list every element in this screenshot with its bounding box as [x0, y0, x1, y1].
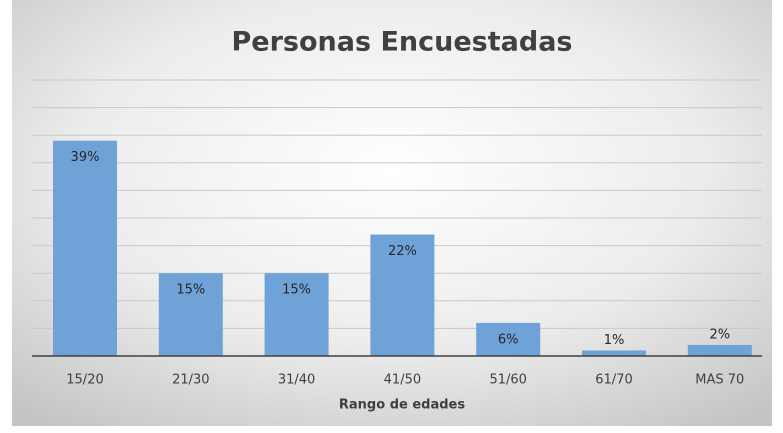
x-tick-label: 61/70 — [595, 373, 632, 388]
bar — [582, 350, 646, 356]
bar — [264, 273, 329, 356]
x-tick-label: 41/50 — [384, 373, 421, 388]
bar — [687, 344, 752, 356]
chart-title: Personas Encuestadas — [232, 27, 573, 58]
x-tick-label: 15/20 — [66, 373, 103, 388]
data-label: 15% — [176, 283, 205, 298]
bar — [476, 322, 541, 356]
x-tick-label: 51/60 — [489, 373, 526, 388]
x-tick-label: 31/40 — [278, 373, 315, 388]
data-label: 15% — [282, 283, 311, 298]
data-label: 1% — [604, 333, 625, 348]
data-label: 6% — [498, 332, 519, 347]
data-label: 2% — [709, 327, 730, 342]
chart-background — [12, 0, 772, 426]
x-tick-label: 21/30 — [172, 373, 209, 388]
x-tick-label: MAS 70 — [695, 373, 744, 388]
data-label: 39% — [71, 150, 100, 165]
bar — [370, 234, 435, 356]
x-axis-title: Rango de edades — [339, 398, 465, 413]
data-label: 22% — [388, 244, 417, 259]
bar — [158, 273, 223, 356]
bar — [53, 140, 117, 356]
